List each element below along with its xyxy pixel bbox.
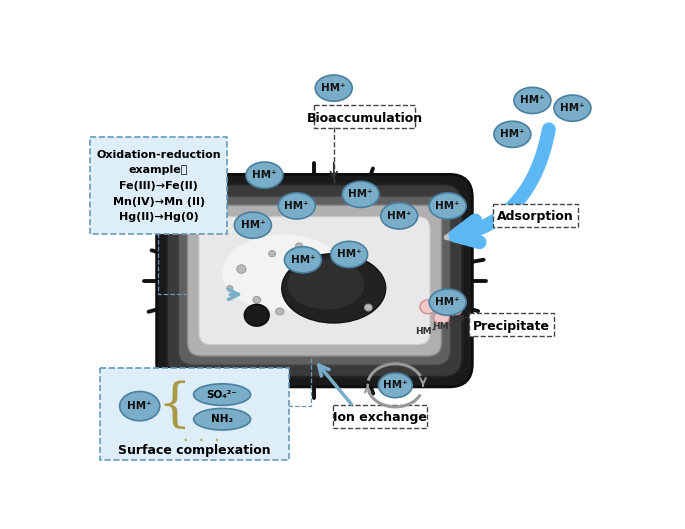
Text: HM⁺: HM⁺ bbox=[321, 83, 346, 93]
Text: HM⁺: HM⁺ bbox=[387, 211, 412, 221]
Text: HM⁺: HM⁺ bbox=[520, 95, 545, 105]
Ellipse shape bbox=[447, 302, 462, 315]
Text: HM⁺: HM⁺ bbox=[337, 250, 362, 259]
FancyBboxPatch shape bbox=[469, 313, 554, 336]
Ellipse shape bbox=[288, 259, 364, 309]
Text: Ion exchange: Ion exchange bbox=[333, 411, 427, 424]
Ellipse shape bbox=[429, 289, 466, 315]
Ellipse shape bbox=[234, 212, 271, 238]
Text: HM⁺: HM⁺ bbox=[349, 189, 373, 199]
Ellipse shape bbox=[420, 300, 436, 314]
Ellipse shape bbox=[227, 286, 233, 291]
Text: HM⁺: HM⁺ bbox=[240, 220, 265, 230]
FancyBboxPatch shape bbox=[314, 105, 415, 128]
FancyBboxPatch shape bbox=[188, 205, 442, 356]
FancyBboxPatch shape bbox=[178, 196, 451, 366]
Text: HM⁺: HM⁺ bbox=[500, 129, 525, 139]
Ellipse shape bbox=[378, 373, 412, 398]
Ellipse shape bbox=[237, 265, 246, 273]
Ellipse shape bbox=[245, 305, 269, 326]
Text: SO₄²⁻: SO₄²⁻ bbox=[207, 389, 238, 399]
FancyBboxPatch shape bbox=[90, 138, 227, 234]
Text: NH₂: NH₂ bbox=[211, 414, 233, 424]
Ellipse shape bbox=[353, 251, 360, 257]
Text: HM⁺: HM⁺ bbox=[449, 315, 470, 324]
Ellipse shape bbox=[120, 391, 160, 421]
Text: Adsorption: Adsorption bbox=[497, 210, 574, 223]
Ellipse shape bbox=[194, 408, 251, 430]
Ellipse shape bbox=[364, 304, 372, 311]
Text: HM⁺: HM⁺ bbox=[127, 401, 152, 411]
Text: {: { bbox=[158, 380, 191, 431]
Ellipse shape bbox=[494, 121, 531, 148]
Ellipse shape bbox=[246, 162, 283, 188]
FancyBboxPatch shape bbox=[199, 217, 430, 344]
Text: HM⁺: HM⁺ bbox=[436, 297, 460, 307]
FancyBboxPatch shape bbox=[333, 405, 427, 427]
Ellipse shape bbox=[296, 243, 303, 249]
Text: HM⁺: HM⁺ bbox=[383, 380, 408, 390]
Ellipse shape bbox=[554, 95, 591, 121]
Text: HM⁺: HM⁺ bbox=[416, 327, 437, 336]
Ellipse shape bbox=[194, 384, 251, 405]
Ellipse shape bbox=[331, 241, 368, 268]
Text: Precipitate: Precipitate bbox=[473, 320, 550, 333]
Ellipse shape bbox=[269, 251, 275, 257]
Ellipse shape bbox=[342, 181, 379, 207]
Text: Bioaccumulation: Bioaccumulation bbox=[306, 112, 423, 125]
Ellipse shape bbox=[278, 193, 315, 219]
Ellipse shape bbox=[222, 234, 345, 312]
Text: Oxidation-reduction
example：
Fe(III)→Fe(II)
Mn(IV)→Mn (II)
Hg(II)→Hg(0): Oxidation-reduction example： Fe(III)→Fe(… bbox=[97, 150, 221, 222]
Ellipse shape bbox=[253, 296, 260, 303]
FancyBboxPatch shape bbox=[99, 368, 289, 460]
FancyBboxPatch shape bbox=[493, 204, 578, 227]
Text: Surface complexation: Surface complexation bbox=[118, 444, 271, 457]
FancyBboxPatch shape bbox=[166, 185, 462, 377]
FancyBboxPatch shape bbox=[157, 175, 473, 387]
Ellipse shape bbox=[284, 247, 321, 273]
Ellipse shape bbox=[429, 193, 466, 219]
Text: HM⁺: HM⁺ bbox=[252, 170, 277, 180]
Text: HM⁺: HM⁺ bbox=[436, 201, 460, 211]
Text: HM⁺: HM⁺ bbox=[560, 103, 585, 113]
Text: ·  ·  ·: · · · bbox=[183, 432, 220, 450]
Ellipse shape bbox=[381, 203, 418, 229]
Ellipse shape bbox=[275, 308, 284, 315]
Ellipse shape bbox=[434, 311, 449, 324]
Text: HM⁺: HM⁺ bbox=[290, 255, 315, 265]
Ellipse shape bbox=[315, 75, 352, 101]
Text: HM⁺: HM⁺ bbox=[284, 201, 309, 211]
Ellipse shape bbox=[514, 87, 551, 114]
Text: HM⁺: HM⁺ bbox=[432, 322, 453, 331]
Ellipse shape bbox=[282, 254, 386, 323]
